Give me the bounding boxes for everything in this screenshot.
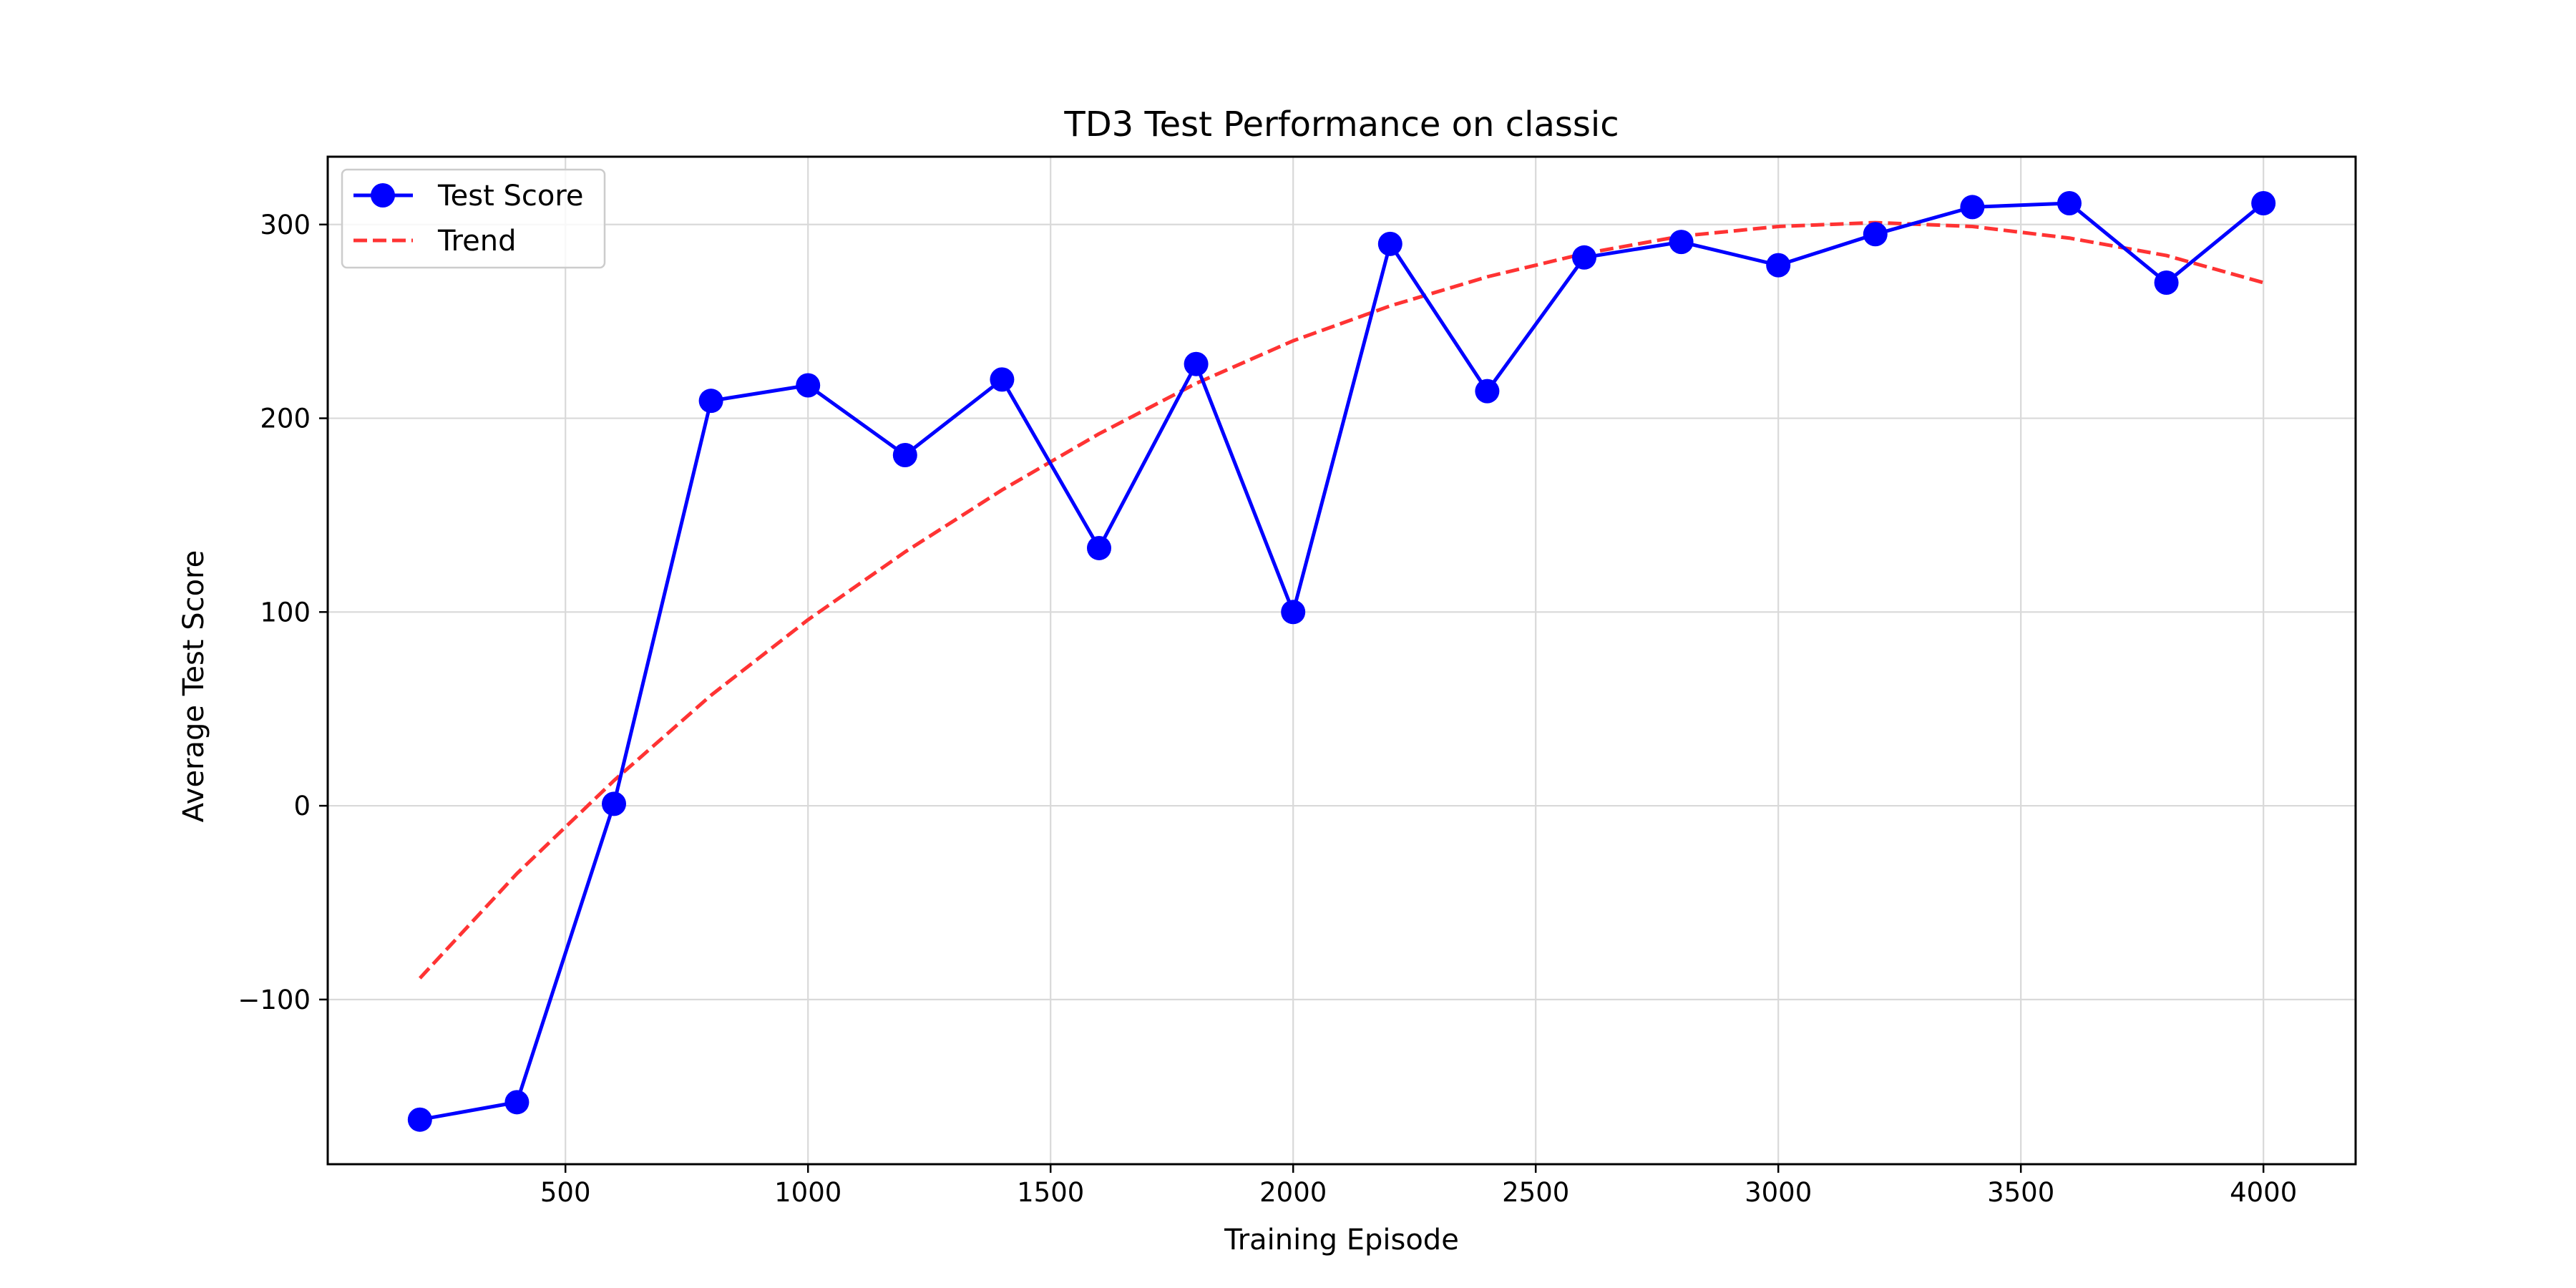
legend-test-score-label: Test Score — [437, 180, 584, 213]
trend-series — [418, 220, 2264, 980]
y-tick-label: 100 — [260, 597, 311, 628]
x-tick-label: 1000 — [774, 1177, 841, 1208]
test-score-point — [1377, 231, 1402, 256]
y-tick-label: 300 — [260, 210, 311, 240]
y-tick-label: 0 — [293, 791, 311, 821]
x-tick-label: 4000 — [2230, 1177, 2297, 1208]
test-score-point — [2251, 190, 2276, 215]
test-score-point — [1766, 253, 1791, 278]
test-score-point — [1669, 230, 1694, 255]
plot-frame — [326, 155, 2357, 1166]
test-score-point — [504, 1090, 530, 1115]
y-tick-label: −100 — [238, 985, 311, 1015]
x-tick-label: 1500 — [1017, 1177, 1084, 1208]
legend-test-score-marker — [371, 183, 395, 208]
grid — [328, 157, 2356, 1164]
test-score-point — [1281, 600, 1306, 625]
test-score-point — [892, 442, 917, 467]
test-score-point — [1960, 195, 1985, 220]
test-score-point — [1087, 535, 1112, 560]
test-score-point — [602, 791, 627, 816]
x-tick-label: 500 — [540, 1177, 591, 1208]
test-score-point — [990, 367, 1015, 392]
x-tick-label: 2000 — [1259, 1177, 1327, 1208]
test-score-point — [796, 373, 821, 398]
x-tick-label: 3500 — [1987, 1177, 2054, 1208]
y-axis-label: Average Test Score — [177, 550, 210, 823]
axis-ticks: 500 1000 1500 2000 2500 3000 3500 4000 −100 0 100 2… — [238, 210, 2297, 1208]
y-tick-label: 200 — [260, 404, 311, 434]
test-score-line — [419, 201, 2265, 1122]
trend-line — [418, 220, 2264, 980]
test-score-point — [407, 1107, 432, 1132]
x-axis-label: Training Episode — [1224, 1224, 1459, 1257]
test-score-point — [1571, 245, 1596, 270]
test-score-point — [2057, 190, 2082, 215]
test-score-series — [407, 190, 2276, 1132]
chart-title: TD3 Test Performance on classic — [1063, 104, 1619, 145]
test-score-point — [1184, 351, 1209, 376]
test-score-point — [1863, 222, 1888, 247]
test-score-point — [1475, 379, 1500, 404]
legend-trend-label: Trend — [437, 225, 516, 258]
x-tick-label: 3000 — [1745, 1177, 1812, 1208]
test-score-point — [2154, 270, 2179, 295]
x-tick-label: 2500 — [1502, 1177, 1569, 1208]
legend: Test Score Trend — [341, 168, 606, 269]
test-score-point — [698, 389, 723, 414]
